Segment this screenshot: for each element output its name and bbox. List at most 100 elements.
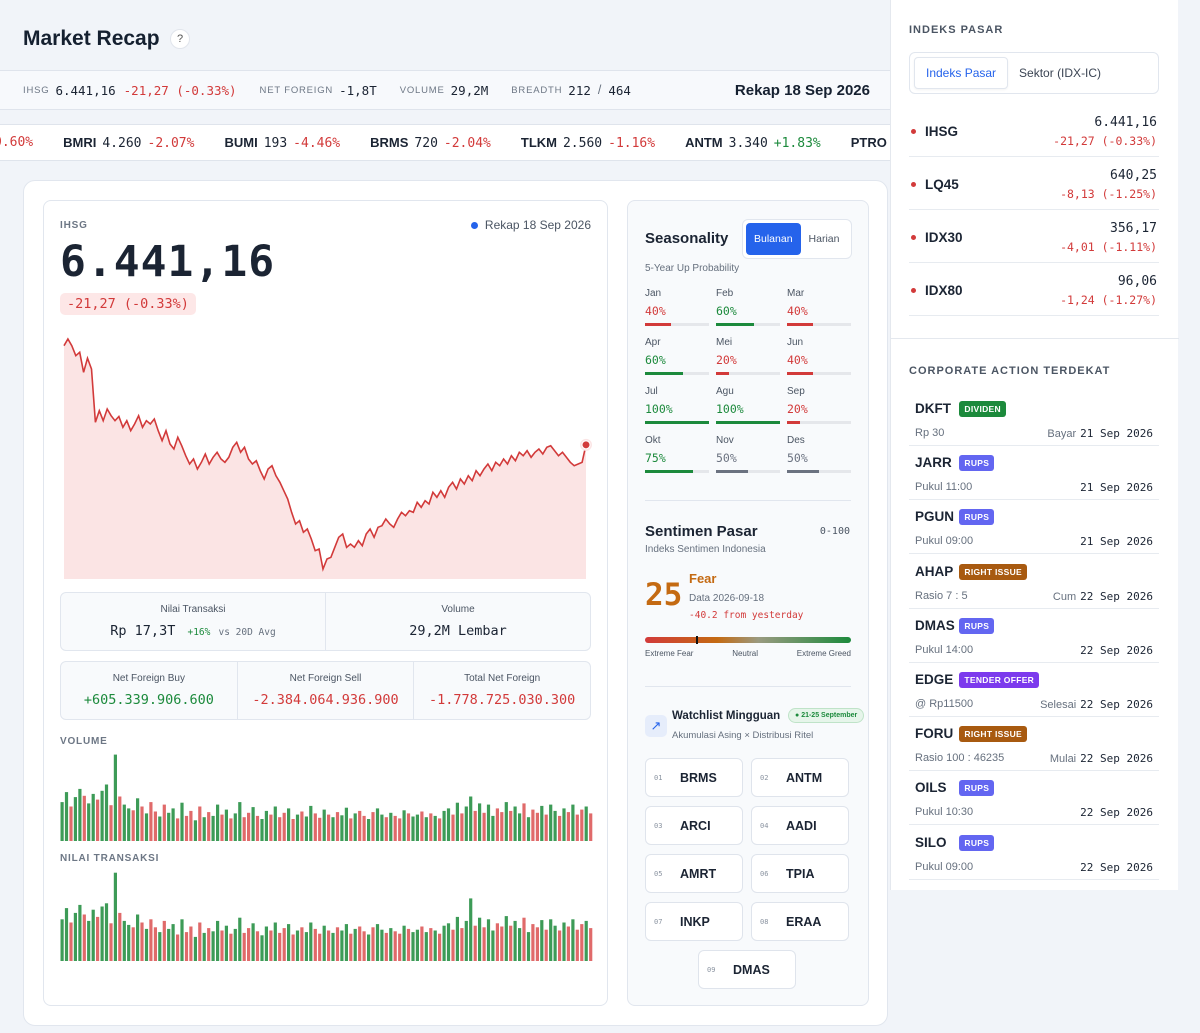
- corporate-action-jarr[interactable]: JARR RUPS Pukul 11:00 21 Sep 2026: [909, 446, 1159, 501]
- scale-extreme-fear: Extreme Fear: [645, 649, 694, 658]
- seasonality-month-jan[interactable]: Jan 40%: [645, 288, 709, 326]
- month-probability-fill: [716, 323, 755, 326]
- month-probability: 20%: [716, 353, 737, 367]
- ihsg-price-chart[interactable]: [60, 329, 594, 581]
- watchlist-item-aadi[interactable]: 04 AADI: [751, 806, 849, 845]
- tab-indeks-pasar[interactable]: Indeks Pasar: [914, 57, 1009, 89]
- bar: [211, 931, 215, 961]
- seasonality-month-mar[interactable]: Mar 40%: [787, 288, 851, 326]
- index-row-ihsg[interactable]: IHSG 6.441,16 -21,27 (-0.33%): [909, 104, 1159, 157]
- month-probability-bar: [787, 323, 851, 326]
- bar: [91, 793, 95, 841]
- watchlist-item-dmas[interactable]: 09 DMAS: [698, 950, 796, 989]
- ticker-item[interactable]: BRMS 720 -2.04%: [370, 135, 491, 151]
- watchlist-item-amrt[interactable]: 05 AMRT: [645, 854, 743, 893]
- ticker-item[interactable]: 0.60%: [0, 135, 33, 150]
- watchlist-item-tpia[interactable]: 06 TPIA: [751, 854, 849, 893]
- summary-ihsg-value: 6.441,16: [55, 82, 116, 98]
- bar: [233, 928, 237, 961]
- seasonality-month-agu[interactable]: Agu 100%: [716, 386, 780, 424]
- corporate-action-edge[interactable]: EDGE TENDER OFFER @ Rp11500 Selesai 22 Sep 2…: [909, 663, 1159, 717]
- tab-harian[interactable]: Harian: [808, 233, 840, 245]
- index-name: IDX80: [925, 283, 963, 298]
- ticker-item[interactable]: BMRI 4.260 -2.07%: [63, 135, 194, 151]
- sentiment-gauge: [645, 636, 851, 644]
- watchlist-item-arci[interactable]: 03 ARCI: [645, 806, 743, 845]
- corporate-action-oils[interactable]: OILS RUPS Pukul 10:30 22 Sep 2026: [909, 771, 1159, 826]
- month-probability-bar: [716, 372, 780, 375]
- corporate-action-pgun[interactable]: PGUN RUPS Pukul 09:00 21 Sep 2026: [909, 500, 1159, 555]
- seasonality-month-jun[interactable]: Jun 40%: [787, 337, 851, 375]
- ca-date-prefix: Cum: [1052, 590, 1077, 603]
- ticker-item[interactable]: TLKM 2.560 -1.16%: [521, 135, 655, 151]
- seasonality-month-feb[interactable]: Feb 60%: [716, 288, 780, 326]
- bar: [464, 806, 468, 841]
- summary-ihsg-label: IHSG: [23, 84, 50, 96]
- bar: [109, 805, 113, 841]
- net-foreign-buy-value: +605.339.906.600: [83, 692, 214, 708]
- watchlist-symbol: AADI: [786, 818, 817, 833]
- corporate-action-dmas[interactable]: DMAS RUPS Pukul 14:00 22 Sep 2026: [909, 609, 1159, 663]
- bar: [380, 929, 384, 961]
- seasonality-month-apr[interactable]: Apr 60%: [645, 337, 709, 375]
- watchlist-item-antm[interactable]: 02 ANTM: [751, 758, 849, 797]
- bar: [202, 817, 206, 841]
- bar: [224, 925, 228, 961]
- ticker-item[interactable]: PTRO5.3: [851, 135, 890, 151]
- watchlist-title: Watchlist Mingguan: [672, 710, 781, 722]
- bar: [96, 916, 100, 961]
- corporate-action-silo[interactable]: SILO RUPS Pukul 09:00 22 Sep 2026: [909, 826, 1159, 880]
- index-row-lq45[interactable]: LQ45 640,25 -8,13 (-1.25%): [909, 157, 1159, 210]
- watchlist-rank: 04: [760, 821, 769, 830]
- bar: [486, 919, 491, 961]
- seasonality-month-okt[interactable]: Okt 75%: [645, 435, 709, 473]
- watchlist-item-inkp[interactable]: 07 INKP: [645, 902, 743, 941]
- help-icon[interactable]: ?: [170, 29, 190, 49]
- nilai-transaksi-label: Nilai Transaksi: [160, 604, 226, 615]
- bar: [424, 817, 428, 841]
- bar: [171, 808, 175, 841]
- tab-bulanan[interactable]: Bulanan: [746, 223, 801, 255]
- bar: [473, 925, 477, 961]
- bar: [149, 919, 153, 961]
- bar: [304, 816, 308, 841]
- index-change: -8,13 (-1.25%): [1060, 187, 1157, 201]
- seasonality-month-jul[interactable]: Jul 100%: [645, 386, 709, 424]
- ca-date-prefix: Bayar: [1047, 428, 1077, 440]
- bar: [535, 812, 539, 841]
- summary-foreign: NET FOREIGN -1,8T: [260, 83, 377, 98]
- seasonality-month-sep[interactable]: Sep 20%: [787, 386, 851, 424]
- ticker-item[interactable]: ANTM 3.340 +1.83%: [685, 135, 821, 151]
- seasonality-month-mei[interactable]: Mei 20%: [716, 337, 780, 375]
- bar: [113, 754, 117, 841]
- bar: [473, 810, 477, 841]
- corporate-action-foru[interactable]: FORU RIGHT ISSUE Rasio 100 : 46235 Mulai 22 …: [909, 717, 1159, 772]
- tab-sektor[interactable]: Sektor (IDX-IC): [1019, 66, 1102, 80]
- index-row-idx80[interactable]: IDX80 96,06 -1,24 (-1.27%): [909, 263, 1159, 316]
- sentiment-title: Sentimen Pasar: [645, 523, 758, 540]
- month-probability-bar: [716, 323, 780, 326]
- ca-ticker: SILO: [915, 834, 947, 850]
- seasonality-month-des[interactable]: Des 50%: [787, 435, 851, 473]
- watchlist-item-eraa[interactable]: 08 ERAA: [751, 902, 849, 941]
- watchlist-item-brms[interactable]: 01 BRMS: [645, 758, 743, 797]
- watchlist-symbol: AMRT: [680, 866, 717, 881]
- sentiment-subtitle: Indeks Sentimen Indonesia: [645, 544, 766, 555]
- bar: [291, 819, 295, 841]
- summary-volume: VOLUME 29,2M: [400, 83, 489, 98]
- bar: [353, 813, 357, 841]
- index-row-idx30[interactable]: IDX30 356,17 -4,01 (-1.11%): [909, 210, 1159, 263]
- month-probability-fill: [645, 323, 671, 326]
- volume-bar-chart: [60, 754, 593, 841]
- bar: [255, 931, 260, 961]
- ticker-item[interactable]: BUMI 193 -4.46%: [224, 135, 340, 151]
- bar: [109, 923, 113, 961]
- bar: [136, 798, 140, 841]
- ca-badge: RUPS: [959, 834, 995, 851]
- ticker-change: -2.07%: [147, 135, 195, 151]
- seasonality-month-nov[interactable]: Nov 50%: [716, 435, 780, 473]
- last-price-marker: [581, 440, 591, 450]
- corporate-action-ahap[interactable]: AHAP RIGHT ISSUE Rasio 7 : 5 Cum 22 Sep 2026: [909, 555, 1159, 609]
- corporate-action-dkft[interactable]: DKFT DIVIDEN Rp 30 Bayar 21 Sep 2026: [909, 392, 1159, 446]
- bar: [180, 802, 184, 841]
